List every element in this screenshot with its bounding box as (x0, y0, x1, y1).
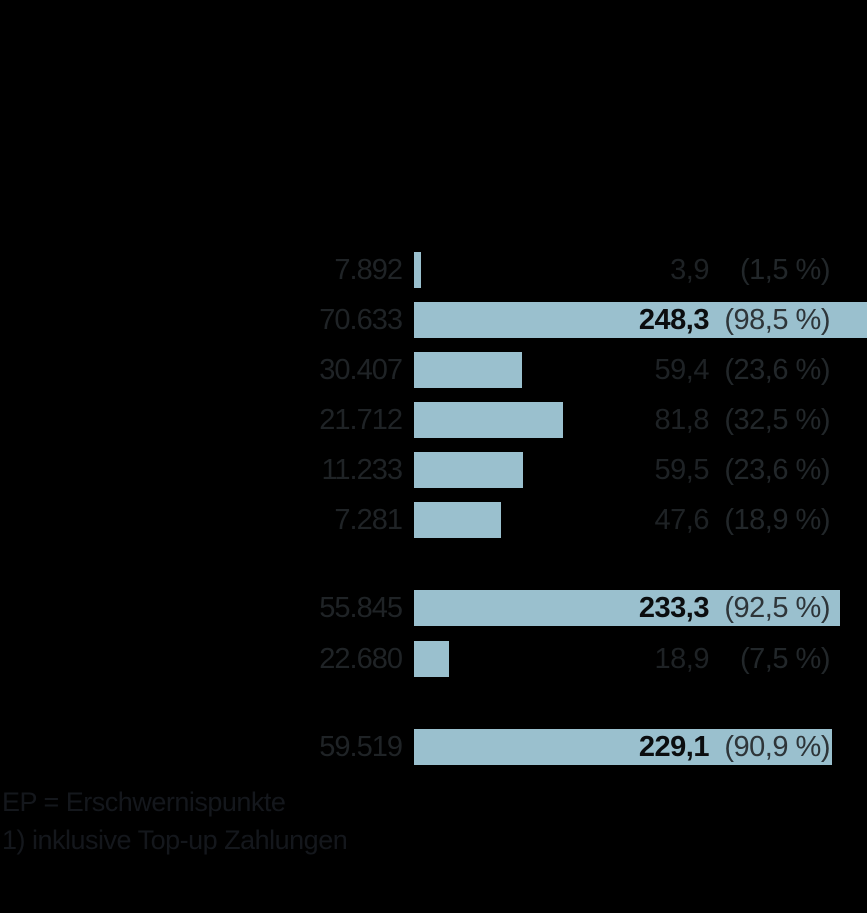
bar (414, 641, 449, 677)
row-count-label: 30.407 (319, 354, 403, 386)
row-count-label: 7.281 (334, 504, 403, 536)
bar (414, 452, 523, 488)
row-count-label: 21.712 (319, 404, 403, 436)
bar-value-label: 59,5 (654, 454, 710, 486)
bar (414, 729, 832, 765)
row-count-label: 22.680 (319, 643, 403, 675)
bar-value-label: 59,4 (654, 354, 710, 386)
bar-percent-label: (18,9 %) (724, 504, 830, 536)
bar (414, 252, 422, 288)
chart-row: 11.233 59,5 (23,6 %) (0, 452, 867, 488)
bar (414, 302, 867, 338)
chart-row: 59.519 229,1 (90,9 %) (0, 729, 867, 765)
bar (414, 402, 564, 438)
bar-percent-label: (98,5 %) (724, 304, 830, 336)
chart-row: 30.407 59,4 (23,6 %) (0, 352, 867, 388)
chart-row: 7.281 47,6 (18,9 %) (0, 502, 867, 538)
bar-value-label: 248,3 (638, 304, 710, 336)
chart-row: 7.892 3,9 (1,5 %) (0, 252, 867, 288)
row-count-label: 59.519 (319, 731, 403, 763)
chart-row: 70.633 248,3 (98,5 %) (0, 302, 867, 338)
row-count-label: 70.633 (319, 304, 403, 336)
row-count-label: 7.892 (334, 254, 403, 286)
bar (414, 590, 840, 626)
row-count-label: 55.845 (319, 592, 403, 624)
bar-value-label: 229,1 (638, 731, 710, 763)
bar-value-label: 233,3 (638, 592, 710, 624)
bar (414, 502, 501, 538)
bar-percent-label: (23,6 %) (724, 454, 830, 486)
bar-percent-label: (90,9 %) (724, 731, 830, 763)
bar-percent-label: (7,5 %) (740, 643, 830, 675)
bar-percent-label: (23,6 %) (724, 354, 830, 386)
chart-row: 21.712 81,8 (32,5 %) (0, 402, 867, 438)
bar-percent-label: (32,5 %) (724, 404, 830, 436)
bar-value-label: 47,6 (654, 504, 710, 536)
footnote-topup: 1) inklusive Top-up Zahlungen (2, 825, 348, 855)
bar-percent-label: (92,5 %) (724, 592, 830, 624)
bar (414, 352, 523, 388)
bar-value-label: 18,9 (654, 643, 710, 675)
bar-value-label: 3,9 (670, 254, 709, 286)
footnote-ep-definition: EP = Erschwernispunkte (2, 787, 286, 817)
chart-row: 22.680 18,9 (7,5 %) (0, 641, 867, 677)
bar-percent-label: (1,5 %) (740, 254, 830, 286)
row-count-label: 11.233 (321, 454, 403, 486)
bar-value-label: 81,8 (654, 404, 710, 436)
chart-row: 55.845 233,3 (92,5 %) (0, 590, 867, 626)
